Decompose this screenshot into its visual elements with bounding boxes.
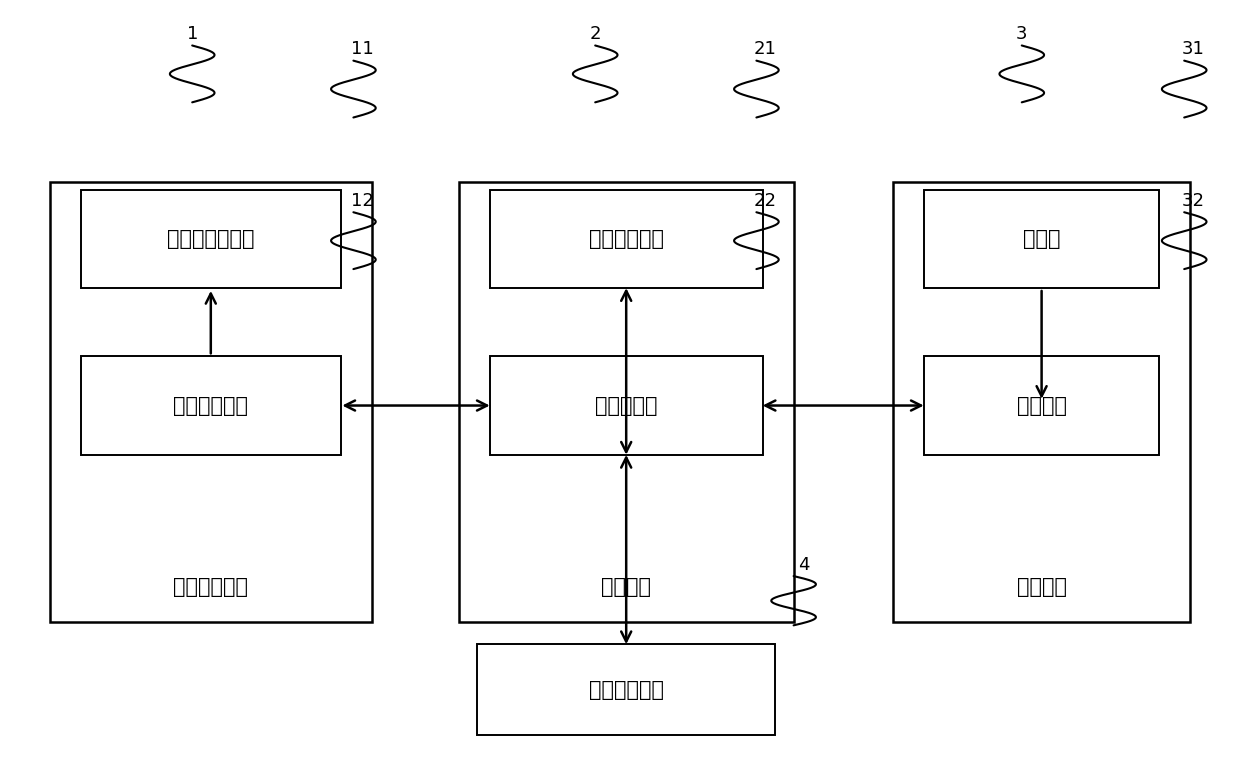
- Text: 控制模块: 控制模块: [601, 578, 651, 597]
- Text: 数据采集模块: 数据采集模块: [174, 578, 248, 597]
- Bar: [459, 182, 794, 622]
- Text: 含水率检测单元: 含水率检测单元: [167, 229, 254, 249]
- Text: 31: 31: [1182, 40, 1204, 58]
- Text: 人机交互界面: 人机交互界面: [589, 229, 663, 249]
- Text: 21: 21: [754, 40, 776, 58]
- Text: 3: 3: [1016, 25, 1028, 43]
- Text: 运动机构: 运动机构: [1017, 578, 1066, 597]
- Text: 温度检测单元: 温度检测单元: [174, 396, 248, 415]
- Text: 伸缩机构: 伸缩机构: [1017, 396, 1066, 415]
- Text: 动力源: 动力源: [1023, 229, 1060, 249]
- Text: 12: 12: [351, 192, 373, 210]
- Bar: [490, 190, 763, 288]
- Text: 数据传输模块: 数据传输模块: [589, 680, 663, 700]
- Bar: [924, 356, 1159, 455]
- Bar: [81, 356, 341, 455]
- Text: 1: 1: [186, 25, 198, 43]
- Text: 11: 11: [351, 40, 373, 58]
- Text: 4: 4: [797, 556, 810, 574]
- Bar: [924, 190, 1159, 288]
- Bar: [81, 190, 341, 288]
- Text: 32: 32: [1182, 192, 1204, 210]
- Text: 2: 2: [589, 25, 601, 43]
- Bar: [893, 182, 1190, 622]
- Bar: [50, 182, 372, 622]
- Text: 工控机单元: 工控机单元: [595, 396, 657, 415]
- Bar: [477, 644, 775, 735]
- Text: 22: 22: [754, 192, 776, 210]
- Bar: [490, 356, 763, 455]
